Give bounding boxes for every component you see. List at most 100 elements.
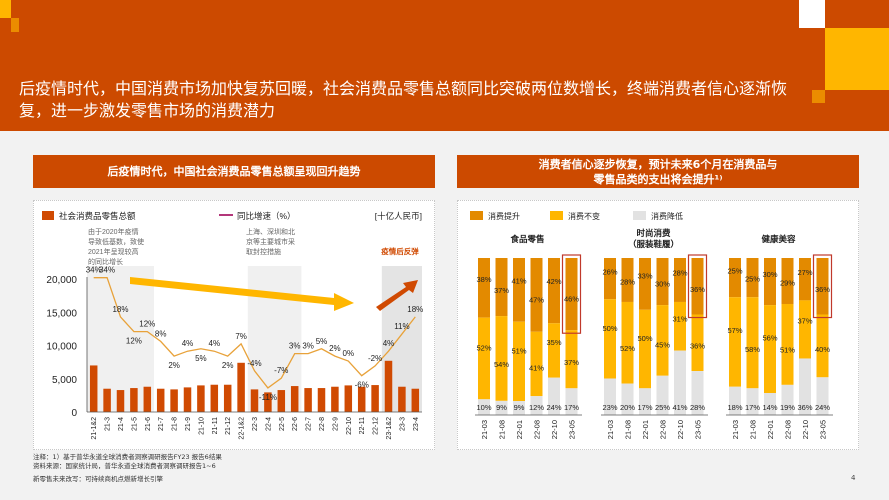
x-tick-label: 22-01 xyxy=(766,420,775,439)
segment-label: 31% xyxy=(672,314,687,323)
stacked-bar-segment xyxy=(816,377,829,415)
stacked-bar-segment xyxy=(691,258,704,315)
segment-label: 30% xyxy=(655,279,670,288)
growth-label: 18% xyxy=(112,305,128,314)
stacked-bar-segment xyxy=(816,258,829,315)
sales-bar xyxy=(357,386,366,412)
sales-bar xyxy=(398,386,406,412)
x-tick-label: 23-3 xyxy=(399,417,406,431)
right-chart-panel: 消费提升 消费不变 消费降低 食品零售 38% 52% 10% 21-03 37% 54% 9… xyxy=(457,200,859,450)
stacked-bar-segment xyxy=(621,383,634,415)
x-tick-label: 22-12 xyxy=(373,417,380,435)
x-tick-label: 21-5 xyxy=(131,417,138,431)
x-tick-label: 22-08 xyxy=(533,420,542,439)
x-tick-label: 22-4 xyxy=(265,417,272,431)
stacked-bar-segment xyxy=(799,358,811,415)
segment-label: 42% xyxy=(546,277,561,286)
growth-label: 18% xyxy=(407,305,423,314)
growth-label: 4% xyxy=(383,339,395,348)
y-tick-label: 10,000 xyxy=(46,342,77,353)
stacked-bar-segment xyxy=(639,258,651,310)
stacked-bar-segment xyxy=(565,258,578,331)
stacked-bar-segment xyxy=(691,314,704,372)
annotation-rebound: 疫情后反弹 xyxy=(381,246,419,256)
header-banner: 后疫情时代，中国消费市场加快复苏回暖，社会消费品零售总额同比突破两位数增长，终端… xyxy=(0,0,889,131)
y-tick-label: 0 xyxy=(71,408,77,419)
legend-line-label: 同比增速（%） xyxy=(237,211,296,221)
group-title: 健康美容 xyxy=(761,234,796,244)
footnote-report: 新零售未来改写：可持续商机点燃新增长引擎 xyxy=(33,475,163,483)
stacked-bar-segment xyxy=(799,258,811,301)
segment-label: 24% xyxy=(815,403,830,412)
annotation-lockdown: 上海、深圳和北 京等主要城市采 取封控措施 xyxy=(246,227,297,256)
stacked-bar-segment xyxy=(656,258,669,306)
segment-label: 36% xyxy=(815,285,830,294)
x-tick-label: 22-08 xyxy=(659,420,668,439)
sales-bar xyxy=(331,386,339,412)
x-tick-label: 22-5 xyxy=(279,417,286,431)
legend-increase-swatch xyxy=(470,211,483,220)
segment-label: 46% xyxy=(564,294,579,303)
segment-label: 29% xyxy=(780,279,795,288)
group-title: 时尚消费 xyxy=(636,228,671,238)
segment-label: 47% xyxy=(529,295,544,304)
page-number: 4 xyxy=(851,474,856,482)
segment-label: 51% xyxy=(511,346,526,355)
growth-label: -7% xyxy=(274,366,288,375)
segment-label: 36% xyxy=(690,285,705,294)
x-tick-label: 21-08 xyxy=(498,420,507,439)
x-tick-label: 22-7 xyxy=(306,417,313,431)
highlight-box xyxy=(812,254,833,319)
growth-label: 0% xyxy=(343,349,355,358)
x-tick-label: 22-11 xyxy=(359,417,366,434)
stacked-bar-segment xyxy=(513,321,525,402)
group-title: 食品零售 xyxy=(510,234,544,244)
x-tick-label: 23-05 xyxy=(694,420,703,439)
sales-bar xyxy=(304,388,312,412)
growth-label: 12% xyxy=(126,337,142,346)
stacked-bar-segment xyxy=(495,316,508,401)
x-tick-label: 21-08 xyxy=(749,420,758,439)
stacked-bar-segment xyxy=(674,350,686,415)
stacked-bar-segment xyxy=(781,303,794,385)
sales-bar xyxy=(317,388,326,412)
stacked-bar-segment xyxy=(604,299,616,379)
stacked-bar-segment xyxy=(816,314,829,378)
growth-label: 4% xyxy=(182,339,194,348)
sales-bar xyxy=(371,385,379,412)
segment-label: 37% xyxy=(797,317,812,326)
growth-label: 3% xyxy=(302,342,314,351)
decor-square-yellow-tl xyxy=(0,0,11,18)
x-tick-label: 21-6 xyxy=(145,417,152,431)
sales-bar xyxy=(411,388,420,412)
segment-label: 37% xyxy=(564,358,579,367)
segment-label: 40% xyxy=(815,345,830,354)
segment-label: 17% xyxy=(637,403,652,412)
sales-bar xyxy=(103,388,111,412)
segment-label: 12% xyxy=(529,403,544,412)
x-tick-label: 21-9 xyxy=(185,417,192,431)
segment-label: 27% xyxy=(797,268,812,277)
legend-same-swatch xyxy=(550,211,563,220)
growth-label: -4% xyxy=(247,359,261,368)
growth-label: 8% xyxy=(155,329,167,338)
segment-label: 41% xyxy=(511,276,526,285)
stacked-bar-segment xyxy=(656,305,669,376)
stacked-chart-group: 健康美容 25% 57% 18% 21-03 25% 58% 17% 21-08 30% 56% 14… xyxy=(726,234,833,439)
shaded-period xyxy=(87,266,154,412)
sales-bar xyxy=(223,384,232,412)
growth-label: 2% xyxy=(168,361,180,370)
decor-square-white-tr xyxy=(799,0,825,28)
stacked-bar-segment xyxy=(729,258,741,298)
left-panel-title: 后疫情时代，中国社会消费品零售总额呈现回升趋势 xyxy=(33,155,435,188)
stacked-bar-segment xyxy=(513,258,525,322)
x-tick-label: 21-12 xyxy=(225,417,232,435)
left-chart-panel: 34% 34% 18% 12% 12% 8% 2% 4% 5% 4% 2% 7% -4% -11% -7% 3… xyxy=(33,200,435,450)
segment-label: 17% xyxy=(745,403,760,412)
stacked-bar-segment xyxy=(530,396,543,415)
segment-label: 33% xyxy=(637,272,652,281)
right-panel-title: 消费者信心逐步恢复，预计未来6个月在消费品与 零售品类的支出将会提升¹⁾ xyxy=(457,155,859,188)
growth-label: 7% xyxy=(235,332,247,341)
growth-label: 3% xyxy=(289,342,301,351)
segment-label: 25% xyxy=(655,403,670,412)
